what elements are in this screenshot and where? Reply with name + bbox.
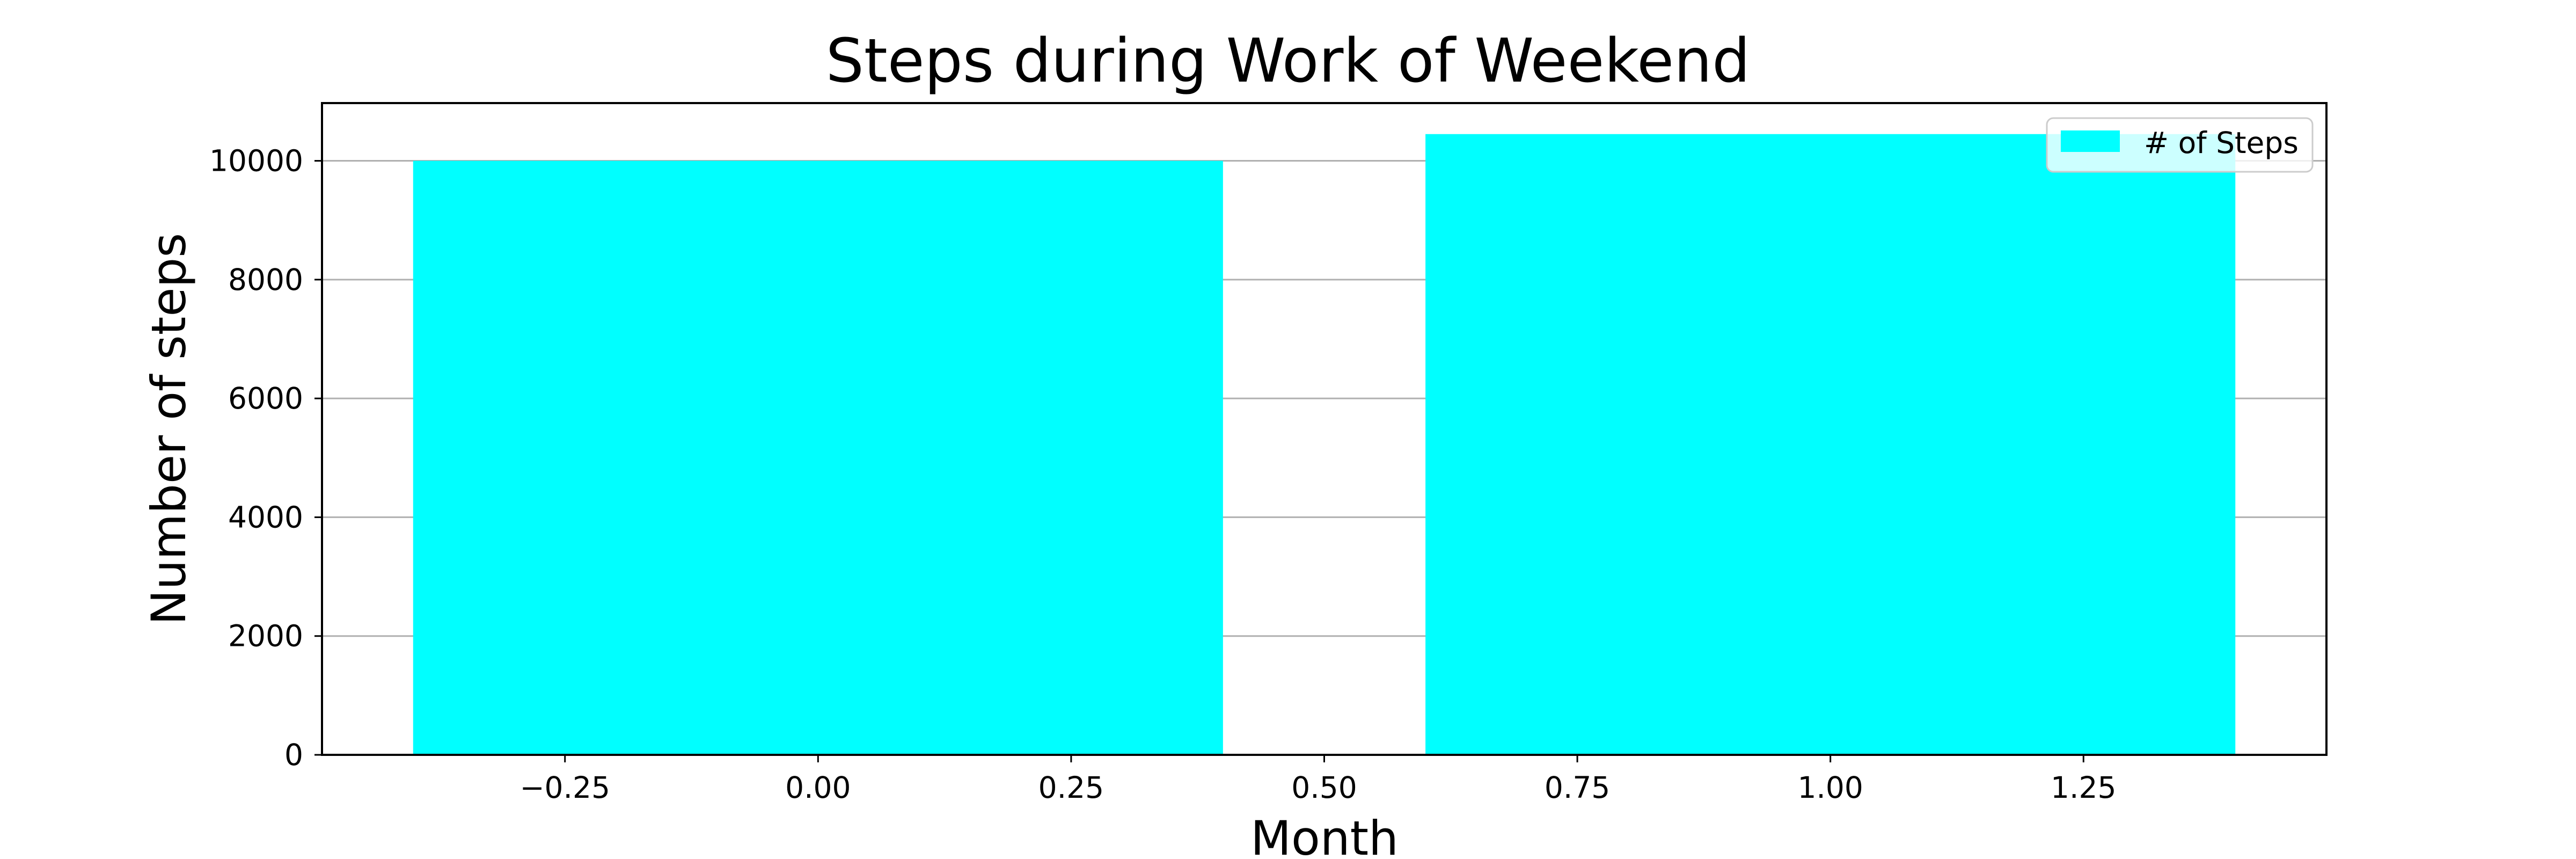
y-tick-label-4: 8000 bbox=[228, 263, 303, 297]
bar-1 bbox=[1425, 134, 2236, 755]
y-tick-label-1: 2000 bbox=[228, 619, 303, 653]
x-axis-ticks: −0.25 0.00 0.25 0.50 0.75 1.00 1.25 bbox=[519, 755, 2117, 805]
y-tick-label-3: 6000 bbox=[228, 381, 303, 416]
x-tick-label-6: 1.25 bbox=[2051, 770, 2116, 805]
chart-title: Steps during Work of Weekend bbox=[826, 26, 1751, 96]
x-tick-label-0: −0.25 bbox=[519, 770, 610, 805]
legend: # of Steps bbox=[2046, 117, 2314, 173]
y-axis-label: Number of steps bbox=[141, 233, 196, 625]
y-axis-ticks: 0 2000 4000 6000 8000 10000 bbox=[209, 144, 322, 772]
legend-entry-label: # of Steps bbox=[2144, 126, 2299, 160]
x-tick-label-1: 0.00 bbox=[785, 770, 851, 805]
x-axis-label: Month bbox=[1250, 811, 1399, 859]
x-tick-label-2: 0.25 bbox=[1038, 770, 1104, 805]
bar-0 bbox=[413, 161, 1223, 755]
y-tick-label-2: 4000 bbox=[228, 500, 303, 534]
x-tick-label-3: 0.50 bbox=[1291, 770, 1357, 805]
y-tick-label-0: 0 bbox=[284, 738, 303, 772]
legend-swatch bbox=[2061, 130, 2120, 152]
bars bbox=[413, 134, 2236, 755]
y-tick-label-5: 10000 bbox=[209, 144, 303, 178]
x-tick-label-5: 1.00 bbox=[1797, 770, 1863, 805]
x-tick-label-4: 0.75 bbox=[1545, 770, 1610, 805]
